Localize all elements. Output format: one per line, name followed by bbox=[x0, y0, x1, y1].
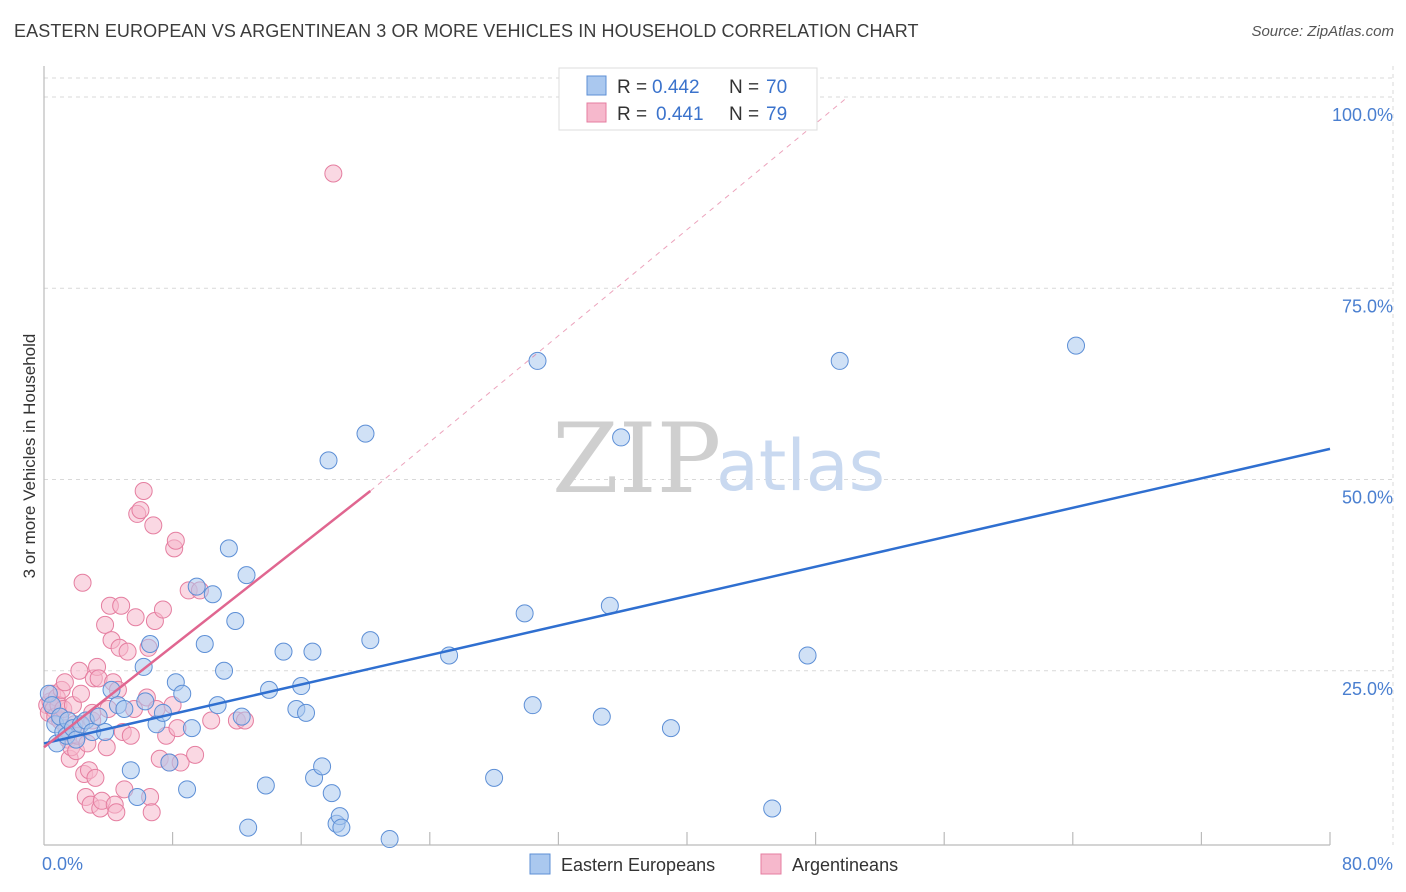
argentineans-point bbox=[86, 768, 105, 787]
y-axis-label: 3 or more Vehicles in Household bbox=[20, 334, 39, 579]
argentineans-point bbox=[118, 642, 137, 661]
eastern-europeans-point bbox=[523, 696, 542, 715]
argentineans-point bbox=[97, 738, 116, 757]
legend-swatch-blue bbox=[586, 75, 607, 96]
argentineans-point bbox=[71, 684, 90, 703]
y-tick-label-75: 75.0% bbox=[1342, 296, 1393, 316]
eastern-europeans-point bbox=[515, 604, 534, 623]
eastern-europeans-trend-line bbox=[43, 447, 1331, 745]
eastern-europeans-point bbox=[380, 830, 399, 849]
watermark-zip: ZIP bbox=[552, 403, 721, 515]
legend-n-value-blue: 70 bbox=[766, 77, 787, 98]
argentineans-point bbox=[142, 803, 161, 822]
argentineans-point bbox=[131, 501, 150, 520]
eastern-europeans-point bbox=[332, 818, 351, 837]
argentineans-point bbox=[153, 600, 172, 619]
y-tick-label-25: 25.0% bbox=[1342, 679, 1393, 699]
bottom-legend-swatch-blue bbox=[529, 853, 551, 875]
eastern-europeans-point bbox=[356, 424, 375, 443]
legend-r-value-blue: 0.442 bbox=[652, 77, 700, 98]
x-tick-labels: 0.0% 80.0% bbox=[42, 854, 1393, 874]
argentineans-trend-extension bbox=[370, 96, 849, 492]
chart-title: EASTERN EUROPEAN VS ARGENTINEAN 3 OR MOR… bbox=[14, 21, 919, 41]
eastern-europeans-points bbox=[39, 336, 1086, 849]
eastern-europeans-point bbox=[528, 351, 547, 370]
eastern-europeans-point bbox=[141, 634, 160, 653]
eastern-europeans-point bbox=[173, 684, 192, 703]
argentineans-point bbox=[186, 745, 205, 764]
eastern-europeans-point bbox=[178, 780, 197, 799]
eastern-europeans-point bbox=[136, 692, 155, 711]
legend-n-value-pink: 79 bbox=[766, 104, 787, 125]
eastern-europeans-point bbox=[215, 661, 234, 680]
argentineans-point bbox=[70, 661, 89, 680]
x-tick-label-min: 0.0% bbox=[42, 854, 83, 874]
y-tick-label-50: 50.0% bbox=[1342, 488, 1393, 508]
argentineans-point bbox=[134, 481, 153, 500]
argentineans-point bbox=[121, 726, 140, 745]
eastern-europeans-point bbox=[195, 634, 214, 653]
watermark: ZIP atlas bbox=[552, 403, 885, 515]
eastern-europeans-point bbox=[798, 646, 817, 665]
legend: R = 0.442 N = 70 R = 0.441 N = 79 bbox=[558, 67, 818, 131]
eastern-europeans-point bbox=[297, 703, 316, 722]
x-tick-label-max: 80.0% bbox=[1342, 854, 1393, 874]
eastern-europeans-point bbox=[661, 719, 680, 738]
argentineans-point bbox=[107, 803, 126, 822]
eastern-europeans-point bbox=[219, 539, 238, 558]
argentineans-point bbox=[55, 673, 74, 692]
eastern-europeans-point bbox=[239, 818, 258, 837]
eastern-europeans-point bbox=[256, 776, 275, 795]
eastern-europeans-point bbox=[361, 631, 380, 650]
argentineans-point bbox=[73, 573, 92, 592]
eastern-europeans-point bbox=[226, 612, 245, 631]
eastern-europeans-point bbox=[319, 451, 338, 470]
eastern-europeans-point bbox=[232, 707, 251, 726]
eastern-europeans-point bbox=[187, 577, 206, 596]
legend-n-label-pink: N = bbox=[729, 104, 759, 125]
eastern-europeans-point bbox=[303, 642, 322, 661]
source-label: Source: ZipAtlas.com bbox=[1251, 23, 1394, 40]
argentineans-point bbox=[126, 608, 145, 627]
argentineans-point bbox=[112, 596, 131, 615]
eastern-europeans-point bbox=[160, 753, 179, 772]
eastern-europeans-point bbox=[1067, 336, 1086, 355]
eastern-europeans-point bbox=[237, 566, 256, 585]
eastern-europeans-point bbox=[121, 761, 140, 780]
bottom-legend: Eastern Europeans Argentineans bbox=[529, 853, 898, 875]
eastern-europeans-point bbox=[322, 784, 341, 803]
eastern-europeans-point bbox=[203, 585, 222, 604]
legend-swatch-pink bbox=[586, 102, 607, 123]
eastern-europeans-point bbox=[830, 351, 849, 370]
legend-r-label-blue: R = bbox=[617, 77, 647, 98]
argentineans-point bbox=[324, 164, 343, 183]
legend-r-label-pink: R = bbox=[617, 104, 647, 125]
eastern-europeans-point bbox=[89, 707, 108, 726]
bottom-legend-label-pink: Argentineans bbox=[792, 855, 898, 875]
argentineans-point bbox=[96, 615, 115, 634]
eastern-europeans-point bbox=[102, 680, 121, 699]
bottom-legend-swatch-pink bbox=[760, 853, 782, 875]
eastern-europeans-point bbox=[313, 757, 332, 776]
watermark-atlas: atlas bbox=[716, 425, 885, 507]
eastern-europeans-point bbox=[182, 719, 201, 738]
y-tick-labels: 25.0% 50.0% 75.0% 100.0% bbox=[1332, 105, 1393, 699]
eastern-europeans-point bbox=[592, 707, 611, 726]
trend-lines bbox=[43, 96, 1331, 749]
legend-r-value-pink: 0.441 bbox=[656, 104, 704, 125]
eastern-europeans-point bbox=[128, 787, 147, 806]
y-tick-label-100: 100.0% bbox=[1332, 105, 1393, 125]
legend-n-label-blue: N = bbox=[729, 77, 759, 98]
eastern-europeans-point bbox=[485, 768, 504, 787]
argentineans-trend-line bbox=[43, 489, 372, 749]
eastern-europeans-point bbox=[115, 700, 134, 718]
eastern-europeans-point bbox=[763, 799, 782, 818]
argentineans-point bbox=[144, 516, 163, 535]
bottom-legend-label-blue: Eastern Europeans bbox=[561, 855, 715, 875]
argentineans-point bbox=[166, 531, 185, 550]
argentineans-point bbox=[202, 711, 221, 730]
eastern-europeans-point bbox=[274, 642, 293, 661]
eastern-europeans-point bbox=[612, 428, 631, 447]
